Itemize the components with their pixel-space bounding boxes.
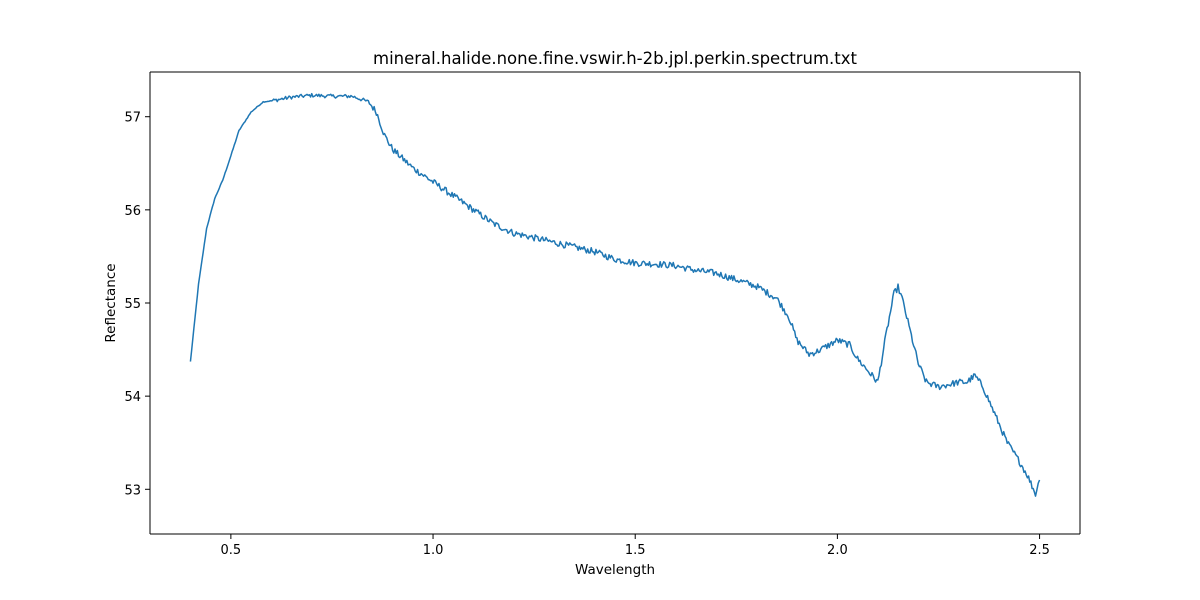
x-tick-label: 1.5 [625, 543, 646, 558]
x-tick-label: 2.5 [1029, 543, 1050, 558]
y-axis: 53 54 55 56 57 [124, 111, 150, 498]
plot-area [150, 72, 1080, 534]
x-tick-label: 2.0 [827, 543, 848, 558]
spectrum-line [189, 92, 1041, 497]
y-tick-label: 55 [124, 297, 141, 312]
x-axis-label: Wavelength [575, 562, 655, 578]
y-axis-label: Reflectance [103, 263, 119, 342]
y-tick-label: 56 [124, 204, 141, 219]
y-tick-label: 57 [124, 111, 141, 126]
x-axis: 0.5 1.0 1.5 2.0 2.5 [221, 534, 1050, 558]
chart-title: mineral.halide.none.fine.vswir.h-2b.jpl.… [373, 49, 858, 68]
y-tick-label: 54 [124, 390, 141, 405]
x-tick-label: 1.0 [423, 543, 444, 558]
y-tick-label: 53 [124, 483, 141, 498]
x-tick-label: 0.5 [221, 543, 242, 558]
plot-frame [149, 71, 1081, 535]
